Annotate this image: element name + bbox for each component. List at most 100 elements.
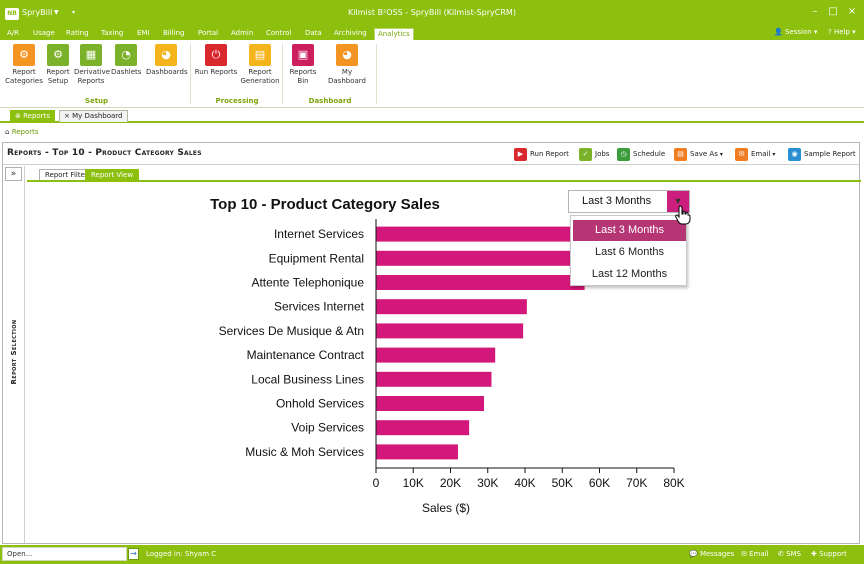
run-report-label: Run Report [530,150,569,158]
help-menu[interactable]: ? Help ▾ [828,28,856,36]
chevron-down-icon[interactable]: ▼ [54,9,59,16]
home-icon[interactable]: ⌂ [5,128,10,136]
email-icon: ✉ [741,550,747,558]
report-categories-button[interactable]: ⚙ Report Categories [5,44,43,86]
menu-tab-admin[interactable]: Admin [231,29,254,37]
report-setup-button[interactable]: ⚙ Report Setup [44,44,72,86]
chat-icon: 💬 [689,550,698,558]
save-as-button[interactable]: ▤ Save As ▾ [674,146,723,162]
sms-label: SMS [786,550,802,558]
menu-tab-rating[interactable]: Rating [66,29,89,37]
category-label: Services Internet [274,300,365,314]
sms-link[interactable]: ✆ SMS [778,550,801,558]
tab-report-view[interactable]: Report View [85,169,140,181]
category-label: Music & Moh Services [245,445,364,459]
category-label: Internet Services [274,227,364,241]
period-options-list: Last 3 Months Last 6 Months Last 12 Mont… [570,215,687,286]
my-dashboard-label: My Dashboard [328,68,366,85]
period-option-6-months[interactable]: Last 6 Months [594,246,665,258]
doc-tab-my-dashboard[interactable]: × My Dashboard [59,110,128,122]
jobs-button[interactable]: ✓ Jobs [579,146,609,162]
help-icon: ? [828,28,832,36]
messages-link[interactable]: 💬 Messages [689,550,734,558]
menu-tab-emi[interactable]: EMI [137,29,150,37]
breadcrumb-reports-link[interactable]: Reports [11,128,39,136]
ribbon-separator [376,44,377,104]
dashboards-icon: ◕ [155,44,177,66]
bar [376,299,527,315]
app-name-menu[interactable]: SpryBill [22,8,53,17]
dropdown-arrow-icon[interactable]: ▼ [667,191,689,212]
report-selection-sidebar: » Report Selection [3,166,25,543]
reports-bin-label: Reports Bin [289,68,317,85]
period-select[interactable]: Last 3 Months ▼ [568,190,690,213]
quick-access-caret-icon[interactable]: ▾ [72,9,76,16]
menu-tab-billing[interactable]: Billing [163,29,185,37]
doc-tab-reports[interactable]: ⊗ Reports [10,110,55,122]
eye-icon: ◉ [788,147,801,161]
x-tick-label: 40K [514,476,535,490]
support-link[interactable]: ✚ Support [811,550,847,558]
bar [376,323,524,339]
run-report-icon: ▶ [514,147,527,161]
ribbon-separator [190,44,191,104]
period-select-value: Last 3 Months [582,195,652,207]
bar [376,420,470,436]
menu-tab-portal[interactable]: Portal [198,29,219,37]
period-option-12-months[interactable]: Last 12 Months [591,268,668,280]
report-setup-icon: ⚙ [47,44,69,66]
support-icon: ✚ [811,550,817,558]
dashboard-group-label: Dashboard [308,97,352,105]
run-reports-button[interactable]: ⏻ Run Reports [194,44,238,77]
close-icon[interactable]: ⊗ [15,112,21,120]
reports-bin-button[interactable]: ▣ Reports Bin [287,44,319,86]
user-icon: 👤 [774,28,783,36]
report-generation-button[interactable]: ▤ Report Generation [240,44,280,86]
run-report-button[interactable]: ▶ Run Report [514,146,569,162]
clock-icon: ◷ [617,147,630,161]
derivative-reports-icon: ▦ [80,44,102,66]
support-label: Support [819,550,847,558]
dashboards-button[interactable]: ◕ Dashboards [146,44,188,77]
menu-tab-archiving[interactable]: Archiving [334,29,367,37]
open-input[interactable]: Open... [2,547,127,561]
email-button[interactable]: ✉ Email ▾ [735,146,775,162]
period-option-3-months[interactable]: Last 3 Months [573,220,686,241]
email-link[interactable]: ✉ Email [741,550,769,558]
x-tick-label: 20K [440,476,461,490]
bar [376,275,585,290]
expand-sidebar-button[interactable]: » [5,167,22,181]
maximize-button[interactable]: □ [828,6,838,17]
sample-report-label: Sample Report [804,150,856,158]
close-icon[interactable]: × [64,112,70,120]
chevron-down-icon: ▾ [852,28,856,36]
report-generation-label: Report Generation [240,68,280,85]
category-label: Maintenance Contract [247,348,365,362]
power-icon: ⏻ [205,44,227,66]
category-label: Onhold Services [276,397,364,411]
email-status-label: Email [749,550,769,558]
schedule-label: Schedule [633,150,666,158]
schedule-button[interactable]: ◷ Schedule [617,146,665,162]
bar [376,396,485,411]
menu-tab-control[interactable]: Control [266,29,292,37]
sales-bar-chart: Top 10 - Product Category Sales Internet … [210,196,685,515]
sample-report-button[interactable]: ◉ Sample Report [788,146,856,162]
menu-tab-ar[interactable]: A/R [7,29,20,37]
menu-tab-taxing[interactable]: Taxing [101,29,124,37]
derivative-reports-button[interactable]: ▦ Derivative Reports [74,44,110,86]
my-dashboard-button[interactable]: ◕ My Dashboard [322,44,372,86]
minimize-button[interactable]: – [812,6,818,17]
menu-tab-usage[interactable]: Usage [33,29,55,37]
report-selection-label[interactable]: Report Selection [10,319,18,385]
chevron-down-icon: ▾ [813,28,818,36]
dashlets-button[interactable]: ◔ Dashlets [111,44,141,77]
session-menu[interactable]: 👤 Session ▾ [774,28,817,36]
go-arrow-button[interactable]: → [128,548,139,560]
close-button[interactable]: × [847,6,857,17]
hand-cursor-icon [675,205,691,225]
menu-tab-analytics[interactable]: Analytics [374,28,414,40]
chart-area: Top 10 - Product Category Sales Internet … [27,182,859,543]
menu-tab-data[interactable]: Data [305,29,322,37]
x-tick-label: 60K [589,476,610,490]
